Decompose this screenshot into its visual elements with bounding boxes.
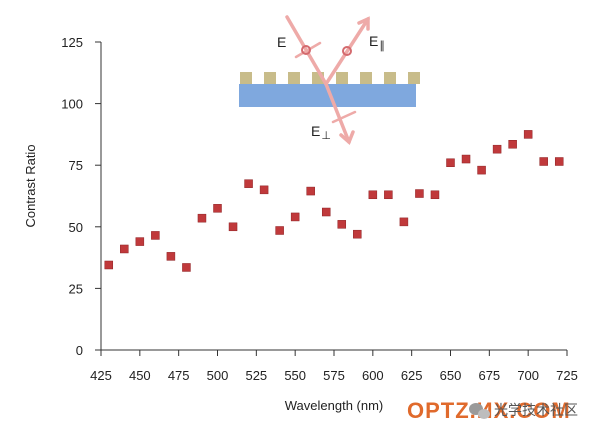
data-point [461,154,471,164]
grating-ridge [288,72,300,84]
grating-ridge [408,72,420,84]
perpendicular-subscript: ⊥ [321,130,331,142]
data-point [492,144,502,154]
grating-ridge [240,72,252,84]
label-e-incident: E [277,34,286,50]
substrate [239,84,416,107]
x-tick-label: 650 [440,368,462,383]
x-tick-label: 725 [556,368,578,383]
x-tick-label: 575 [323,368,345,383]
data-point [321,207,331,217]
data-point [166,252,176,261]
grating-ridge [264,72,276,84]
x-tick-label: 475 [168,368,190,383]
wire-grating [240,72,420,84]
data-point [275,226,284,235]
grating-ridge [336,72,348,84]
polarizer-inset-diagram: E E∥ E⊥ [239,15,420,145]
data-point [135,237,145,246]
y-tick-label: 25 [69,281,83,296]
data-point [523,130,533,139]
x-axis-label: Wavelength (nm) [285,398,384,413]
data-point [337,220,347,229]
data-point [120,244,129,254]
data-point [259,185,269,195]
data-point [508,140,517,149]
polarization-dot-incident [301,45,311,55]
x-tick-label: 425 [90,368,112,383]
x-tick-label: 450 [129,368,151,383]
data-point [182,263,191,272]
data-point [368,190,378,200]
grating-ridge [384,72,396,84]
x-tick-label: 500 [207,368,229,383]
data-point [446,158,455,167]
watermark-community: 光学技术社区 [494,403,578,419]
data-point [477,165,486,175]
data-point [554,157,564,166]
transmitted-beam [324,82,351,144]
x-tick-label: 550 [284,368,306,383]
reflected-arrowhead [357,16,370,31]
watermark-site: OPTZ.ИX.COM [407,398,571,423]
data-point [306,186,315,196]
x-tick-label: 625 [401,368,423,383]
grating-ridge [360,72,372,84]
data-point [384,190,393,200]
y-ticks: 0 25 50 75 100 125 [61,35,101,358]
label-e-parallel: E∥ [369,33,385,52]
y-tick-label: 50 [69,220,83,235]
x-tick-label: 700 [517,368,539,383]
reflected-beam [324,17,370,86]
data-point [104,260,114,270]
y-tick-label: 125 [61,35,83,50]
data-point [353,229,362,239]
y-tick-label: 100 [61,97,83,112]
data-point [197,213,207,223]
x-tick-label: 675 [478,368,500,383]
x-ticks: 425 450 475 500 525 550 575 600 625 650 675 700 725 [90,350,578,383]
y-tick-label: 0 [76,343,83,358]
data-point [151,231,160,240]
data-point [213,204,222,213]
data-point [399,217,409,227]
e-field-arrow-incident [294,41,322,59]
wechat-logo-icon [469,403,490,419]
light-beams [285,15,370,145]
y-tick-label: 75 [69,158,83,173]
data-point [415,189,424,198]
x-tick-label: 600 [362,368,384,383]
data-point [290,212,300,222]
x-tick-label: 525 [245,368,267,383]
polarization-dot-reflected [342,46,352,56]
data-point [228,222,238,232]
watermark: OPTZ.ИX.COM 光学技术社区 [407,398,578,423]
label-e-perpendicular: E⊥ [311,123,331,142]
data-points [104,130,564,272]
transmitted-arrowhead [339,130,355,145]
data-point [539,157,548,166]
y-axis-label: Contrast Ratio [23,144,38,227]
parallel-subscript: ∥ [379,40,385,52]
data-point [244,179,253,188]
data-point [430,190,440,200]
e-field-arrow-transmitted [331,110,357,124]
